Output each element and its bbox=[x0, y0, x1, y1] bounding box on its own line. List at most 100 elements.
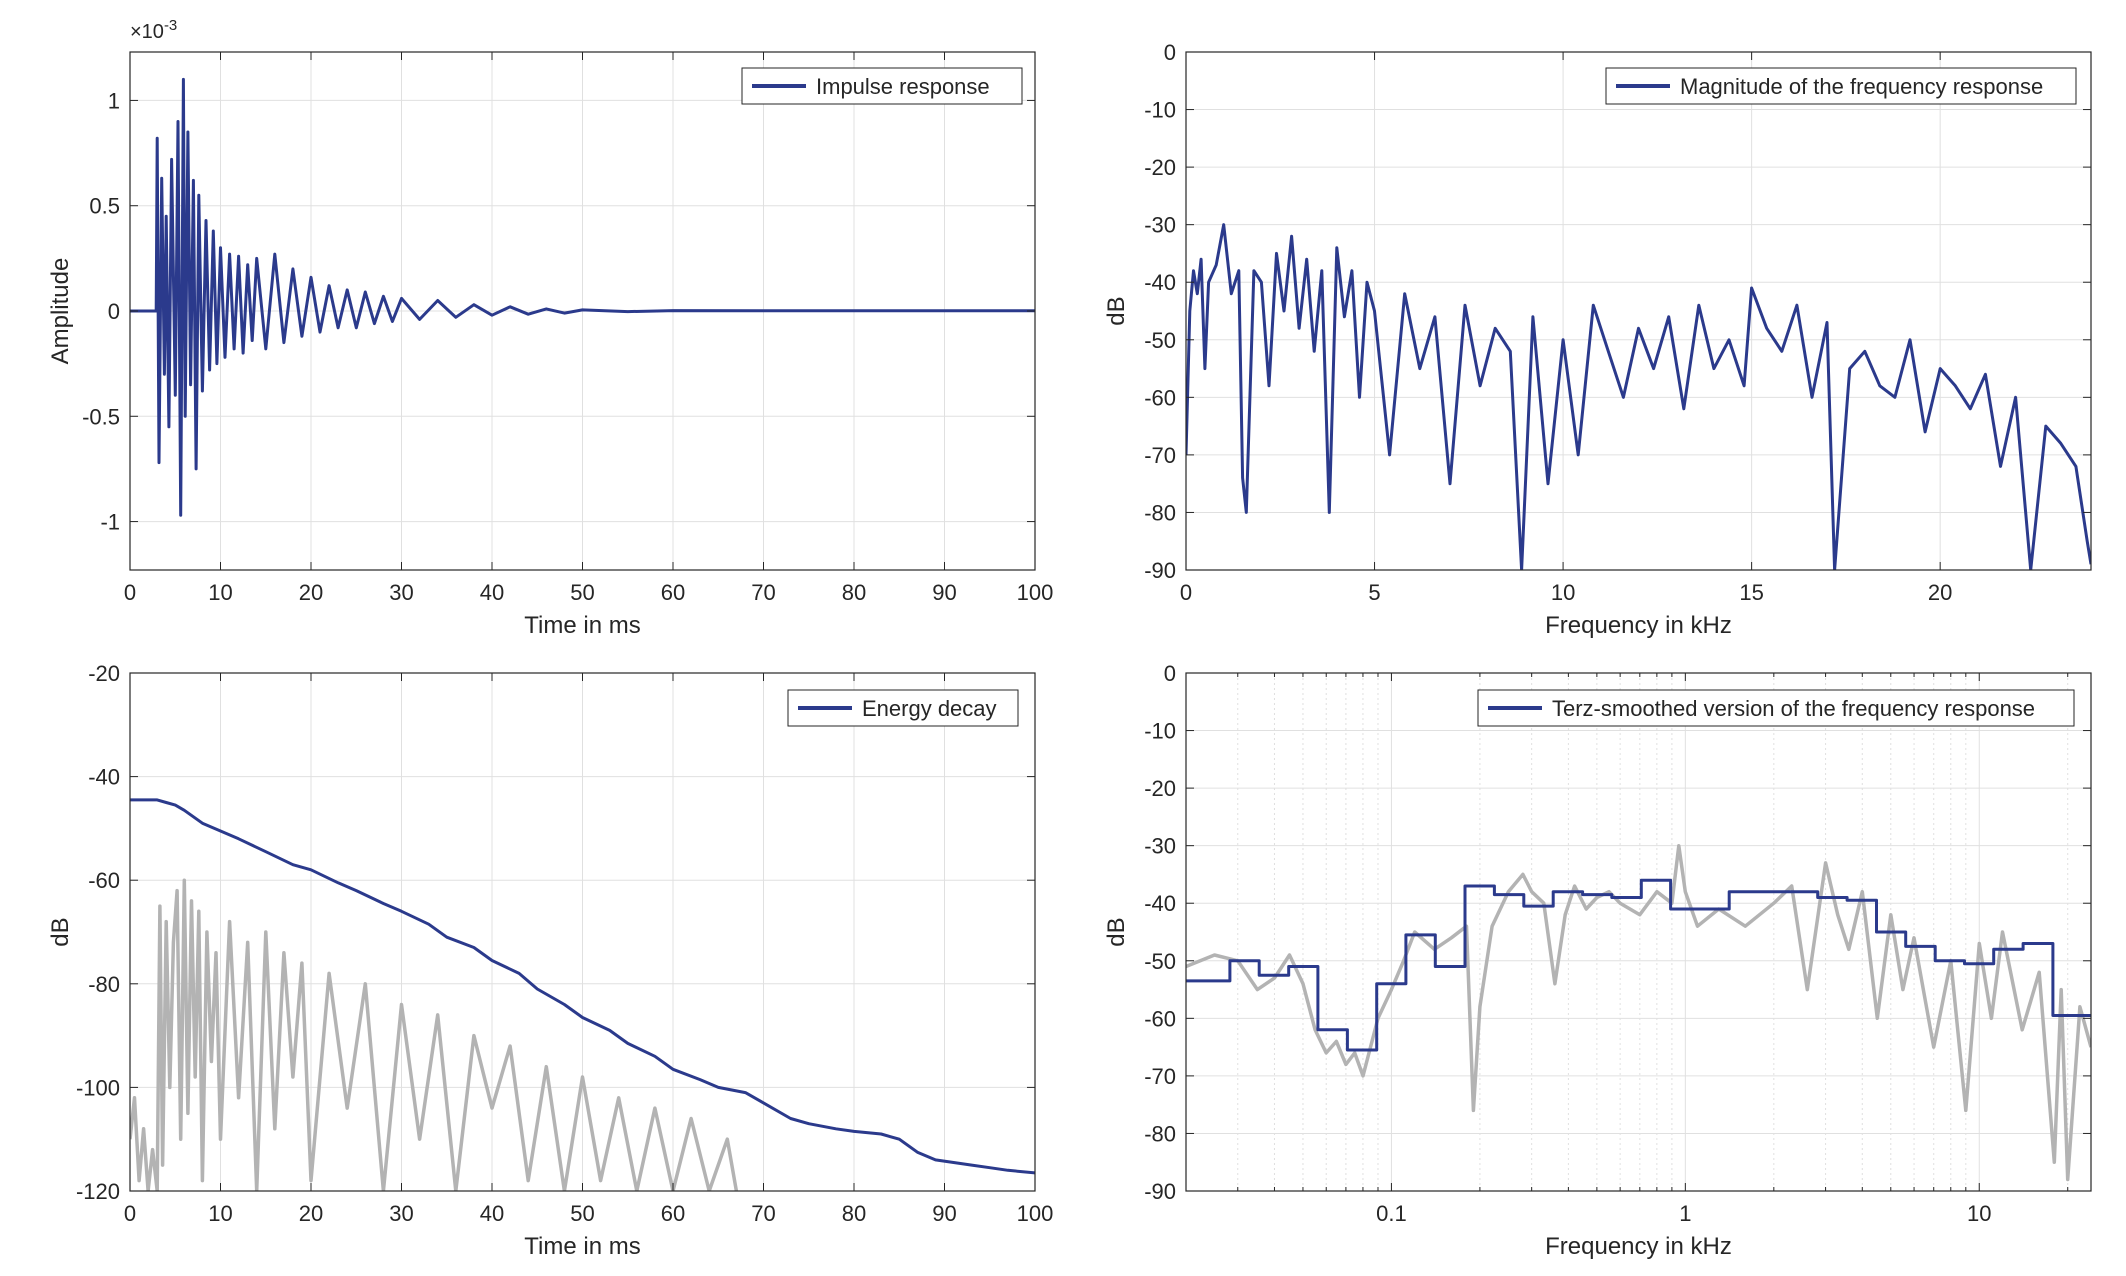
y-tick-label: 0 bbox=[1164, 661, 1176, 686]
y-axis-label: dB bbox=[47, 917, 74, 946]
y-tick-label: -80 bbox=[1144, 500, 1176, 525]
legend-entry: Magnitude of the frequency response bbox=[1680, 74, 2043, 99]
x-tick-label: 20 bbox=[299, 1201, 323, 1226]
y-tick-labels: 0 -10 -20 -30 -40 -50 -60 -70 -80 -90 bbox=[1144, 40, 1176, 583]
x-tick-label: 10 bbox=[1967, 1201, 1991, 1226]
y-tick-label: -20 bbox=[1144, 155, 1176, 180]
tick-marks bbox=[129, 672, 1036, 1192]
x-tick-label: 0 bbox=[124, 580, 136, 605]
series-line-main bbox=[1186, 223, 2091, 570]
x-tick-label: 40 bbox=[480, 580, 504, 605]
y-tick-labels: 0 -10 -20 -30 -40 -50 -60 -70 -80 -90 bbox=[1144, 661, 1176, 1204]
y-tick-label: 0.5 bbox=[89, 194, 120, 219]
x-tick-label: 80 bbox=[842, 1201, 866, 1226]
x-tick-label: 10 bbox=[208, 580, 232, 605]
tick-marks bbox=[1185, 51, 2091, 571]
y-tick-label: -120 bbox=[76, 1179, 120, 1204]
series-layer bbox=[130, 798, 1035, 1191]
x-tick-label: 10 bbox=[208, 1201, 232, 1226]
y-tick-label: -70 bbox=[1144, 443, 1176, 468]
y-axis-label: dB bbox=[1103, 917, 1130, 946]
x-tick-label: 60 bbox=[661, 580, 685, 605]
series-line-main bbox=[130, 77, 1035, 517]
x-tick-label: 100 bbox=[1017, 580, 1054, 605]
x-tick-label: 0.1 bbox=[1376, 1201, 1407, 1226]
y-tick-label: -30 bbox=[1144, 213, 1176, 238]
clipped-series bbox=[130, 77, 1035, 517]
legend: Magnitude of the frequency response bbox=[1605, 67, 2077, 105]
legend-entry: Energy decay bbox=[862, 696, 997, 721]
y-tick-label: -80 bbox=[88, 972, 120, 997]
x-tick-label: 90 bbox=[932, 580, 956, 605]
series-line-main bbox=[1186, 878, 2091, 1052]
y-tick-label: -80 bbox=[1144, 1121, 1176, 1146]
y-tick-label: -10 bbox=[1144, 719, 1176, 744]
energy-decay-plot: 0 10 20 30 40 50 60 70 80 90 100 -20-40-60-80-100-… bbox=[47, 661, 1053, 1260]
x-tick-label: 1 bbox=[1679, 1201, 1691, 1226]
x-tick-label: 10 bbox=[1551, 580, 1575, 605]
x-tick-label: 80 bbox=[842, 580, 866, 605]
exponent-power: -3 bbox=[164, 17, 177, 34]
y-axis-label: dB bbox=[1103, 296, 1130, 325]
legend: Terz-smoothed version of the frequency r… bbox=[1477, 689, 2075, 727]
x-tick-label: 30 bbox=[389, 580, 413, 605]
legend-box bbox=[1605, 67, 2077, 105]
x-tick-label: 100 bbox=[1017, 1201, 1054, 1226]
y-tick-label: -100 bbox=[76, 1075, 120, 1100]
x-tick-label: 40 bbox=[480, 1201, 504, 1226]
x-tick-label: 5 bbox=[1368, 580, 1380, 605]
y-tick-label: 1 bbox=[108, 88, 120, 113]
y-tick-labels: -20 -40 -60 -80 -100 -120 bbox=[76, 661, 120, 1204]
x-tick-labels: 0.1 1 10 bbox=[1376, 1201, 1991, 1226]
y-tick-label: -40 bbox=[1144, 891, 1176, 916]
x-tick-label: 0 bbox=[1180, 580, 1192, 605]
x-tick-label: 0 bbox=[124, 1201, 136, 1226]
series-line-main bbox=[130, 798, 1035, 1175]
impulse-response-plot: 0 10 20 30 40 50 60 70 80 90 100 -1 -0.5 0 0.5 1 Time … bbox=[47, 17, 1053, 639]
legend: Impulse response bbox=[741, 67, 1023, 105]
y-tick-label: -0.5 bbox=[82, 404, 120, 429]
x-axis-label: Frequency in kHz bbox=[1545, 612, 1732, 639]
x-tick-label: 90 bbox=[932, 1201, 956, 1226]
y-tick-label: -30 bbox=[1144, 834, 1176, 859]
x-tick-label: 50 bbox=[570, 580, 594, 605]
y-tick-label: -90 bbox=[1144, 558, 1176, 583]
legend: Energy decay bbox=[787, 689, 1019, 727]
y-tick-label: -50 bbox=[1144, 949, 1176, 974]
terz-smoothed-plot: 0.1 1 10 0 -10 -20 -30 -40 -50 -60 -70 -80 -90 Freq… bbox=[1103, 661, 2092, 1260]
legend-box bbox=[1477, 689, 2075, 727]
y-tick-label: 0 bbox=[1164, 40, 1176, 65]
y-tick-label: -20 bbox=[88, 661, 120, 686]
x-tick-label: 70 bbox=[751, 580, 775, 605]
x-tick-label: 15 bbox=[1739, 580, 1763, 605]
y-tick-label: -20 bbox=[1144, 776, 1176, 801]
tick-marks bbox=[129, 52, 1036, 570]
axes-frame bbox=[1185, 672, 2092, 1192]
y-tick-labels: -1 -0.5 0 0.5 1 bbox=[82, 88, 120, 534]
x-tick-label: 30 bbox=[389, 1201, 413, 1226]
series-layer bbox=[1186, 223, 2091, 570]
tick-marks bbox=[1186, 672, 2091, 1192]
y-tick-label: -1 bbox=[100, 510, 120, 535]
y-tick-label: -10 bbox=[1144, 98, 1176, 123]
series-line-background bbox=[130, 878, 739, 1191]
clipped-series bbox=[130, 798, 1035, 1191]
series-layer bbox=[130, 77, 1035, 517]
y-tick-label: -40 bbox=[1144, 270, 1176, 295]
legend-entry: Terz-smoothed version of the frequency r… bbox=[1552, 696, 2035, 721]
clipped-series bbox=[1186, 843, 2091, 1182]
x-tick-labels: 0 10 20 30 40 50 60 70 80 90 100 bbox=[124, 1201, 1053, 1226]
exponent-base: ×10 bbox=[130, 21, 164, 43]
x-axis-label: Time in ms bbox=[524, 612, 640, 639]
x-axis-label: Time in ms bbox=[524, 1233, 640, 1260]
series-layer bbox=[1186, 843, 2091, 1182]
x-tick-labels: 0 5 10 15 20 bbox=[1180, 580, 1953, 605]
x-tick-label: 60 bbox=[661, 1201, 685, 1226]
y-tick-label: -70 bbox=[1144, 1064, 1176, 1089]
y-tick-label: -60 bbox=[1144, 1006, 1176, 1031]
y-tick-label: -60 bbox=[1144, 385, 1176, 410]
x-tick-label: 70 bbox=[751, 1201, 775, 1226]
y-tick-label: -50 bbox=[1144, 328, 1176, 353]
x-tick-labels: 0 10 20 30 40 50 60 70 80 90 100 bbox=[124, 580, 1053, 605]
y-tick-label: -60 bbox=[88, 868, 120, 893]
